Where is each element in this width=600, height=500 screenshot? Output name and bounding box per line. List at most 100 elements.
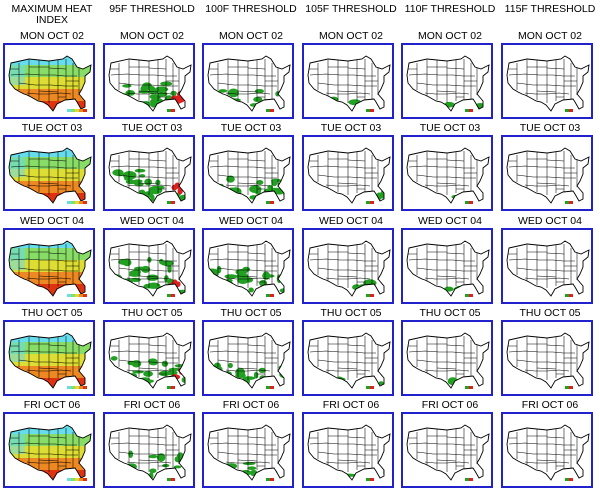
us-outline [108, 240, 192, 297]
legend-swatch [270, 201, 274, 204]
us-outline [207, 147, 291, 204]
map-panel[interactable] [3, 320, 95, 396]
map-panel[interactable] [202, 43, 294, 119]
day-label: MON OCT 02 [319, 30, 383, 42]
day-label: WED OCT 04 [418, 215, 482, 227]
day-label: TUE OCT 03 [320, 122, 382, 134]
map-panel[interactable] [501, 228, 593, 304]
legend-swatch [71, 294, 75, 297]
day-label: THU OCT 05 [419, 307, 481, 319]
legend-swatch [83, 478, 87, 481]
legend-swatch [469, 478, 473, 481]
legend-swatch [370, 201, 374, 204]
legend-swatch [565, 201, 569, 204]
legend-swatch [266, 109, 270, 112]
column-header: 115F THRESHOLD [504, 3, 596, 15]
legend-swatch [469, 386, 473, 389]
us-map [506, 424, 590, 481]
day-label: MON OCT 02 [518, 30, 582, 42]
legend-swatch [366, 109, 370, 112]
us-map [406, 55, 490, 112]
map-panel[interactable] [202, 135, 294, 211]
us-outline [108, 332, 192, 389]
map-panel[interactable] [3, 135, 95, 211]
us-map [406, 147, 490, 204]
legend-swatch [465, 386, 469, 389]
legend-swatch [167, 294, 171, 297]
map-panel[interactable] [401, 135, 493, 211]
us-map [8, 424, 92, 481]
legend-swatch [565, 294, 569, 297]
day-label: THU OCT 05 [121, 307, 183, 319]
map-panel[interactable] [202, 320, 294, 396]
us-outline [307, 55, 391, 112]
map-panel[interactable] [501, 412, 593, 488]
map-panel[interactable] [103, 43, 195, 119]
legend-swatch [167, 478, 171, 481]
column-header: 95F THRESHOLD [109, 3, 195, 15]
map-panel[interactable] [401, 228, 493, 304]
map-panel[interactable] [103, 135, 195, 211]
day-label: FRI OCT 06 [322, 399, 380, 411]
us-outline [307, 332, 391, 389]
legend-swatch [569, 294, 573, 297]
map-panel[interactable] [103, 412, 195, 488]
legend-swatch [67, 478, 71, 481]
us-map [207, 240, 291, 297]
legend-swatch [366, 201, 370, 204]
map-panel[interactable] [501, 43, 593, 119]
us-map [307, 55, 391, 112]
column-header: 100F THRESHOLD [205, 3, 297, 15]
map-panel[interactable] [401, 412, 493, 488]
us-map [207, 147, 291, 204]
legend-swatch [83, 386, 87, 389]
day-label: TUE OCT 03 [419, 122, 481, 134]
legend-swatch [83, 294, 87, 297]
map-panel[interactable] [202, 412, 294, 488]
legend-swatch [171, 478, 175, 481]
legend-swatch [75, 201, 79, 204]
legend-swatch [171, 201, 175, 204]
map-panel[interactable] [3, 228, 95, 304]
map-panel[interactable] [401, 43, 493, 119]
map-panel[interactable] [302, 43, 394, 119]
us-outline [506, 424, 590, 481]
map-panel[interactable] [501, 320, 593, 396]
map-panel[interactable] [103, 228, 195, 304]
day-label: MON OCT 02 [219, 30, 283, 42]
map-panel[interactable] [3, 43, 95, 119]
map-panel[interactable] [302, 135, 394, 211]
day-label: TUE OCT 03 [121, 122, 183, 134]
map-panel[interactable] [103, 320, 195, 396]
us-map [506, 332, 590, 389]
day-label: WED OCT 04 [219, 215, 283, 227]
legend-swatch [469, 294, 473, 297]
map-panel[interactable] [302, 320, 394, 396]
legend-swatch [83, 109, 87, 112]
legend-swatch [71, 478, 75, 481]
map-panel[interactable] [302, 228, 394, 304]
legend-swatch [71, 201, 75, 204]
day-label: THU OCT 05 [21, 307, 83, 319]
legend-swatch [75, 386, 79, 389]
us-map [8, 147, 92, 204]
us-map [108, 240, 192, 297]
map-panel[interactable] [202, 228, 294, 304]
map-panel[interactable] [401, 320, 493, 396]
us-outline [207, 424, 291, 481]
us-map [207, 424, 291, 481]
legend-swatch [167, 109, 171, 112]
legend-swatch [171, 386, 175, 389]
map-panel[interactable] [3, 412, 95, 488]
day-label: WED OCT 04 [518, 215, 582, 227]
us-outline [108, 424, 192, 481]
us-outline [207, 240, 291, 297]
legend-swatch [79, 109, 83, 112]
legend-swatch [67, 201, 71, 204]
legend-swatch [565, 386, 569, 389]
map-panel[interactable] [302, 412, 394, 488]
map-panel[interactable] [501, 135, 593, 211]
legend-swatch [75, 478, 79, 481]
legend-swatch [465, 478, 469, 481]
day-label: TUE OCT 03 [21, 122, 83, 134]
